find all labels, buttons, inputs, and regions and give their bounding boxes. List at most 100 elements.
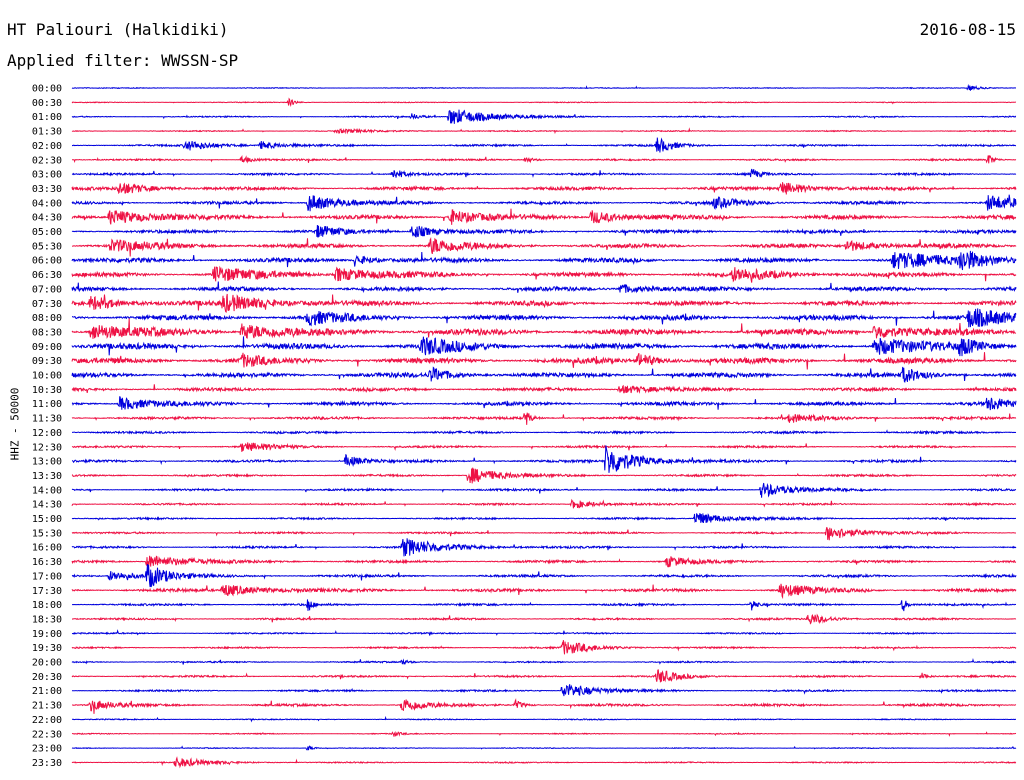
trace-line (71, 250, 1017, 271)
trace-line (71, 498, 1017, 509)
trace-group (71, 83, 1017, 769)
trace-line (71, 109, 1017, 124)
filter-label: Applied filter: WWSSN-SP (7, 51, 239, 70)
time-label: 14:00 (32, 485, 62, 496)
trace-line (71, 208, 1017, 225)
trace-line (71, 442, 1016, 452)
time-label: 15:00 (32, 514, 62, 525)
time-label: 08:00 (32, 313, 62, 324)
trace-line (71, 336, 1017, 357)
time-label: 00:30 (32, 98, 62, 109)
trace-line (72, 137, 1017, 153)
trace-line (71, 396, 1017, 411)
trace-line (71, 526, 1016, 541)
time-label: 11:00 (32, 399, 62, 410)
station-title: HT Paliouri (Halkidiki) (7, 20, 229, 39)
trace-line (71, 756, 1017, 769)
time-label: 23:30 (32, 758, 62, 769)
time-label: 01:00 (32, 112, 62, 123)
trace-line (72, 154, 1017, 164)
trace-line (71, 194, 1017, 212)
trace-line (71, 715, 1016, 723)
trace-line (71, 629, 1017, 636)
time-label: 03:00 (32, 170, 62, 181)
time-label: 07:00 (32, 284, 62, 295)
time-label: 09:30 (32, 356, 62, 367)
record-date: 2016-08-15 (919, 20, 1016, 39)
time-label: 06:30 (32, 270, 62, 281)
trace-line (71, 745, 1017, 751)
trace-line (71, 555, 1017, 568)
trace-line (71, 182, 1017, 195)
time-label: 05:30 (32, 241, 62, 252)
trace-line (71, 482, 1017, 498)
time-label: 21:30 (32, 701, 62, 712)
trace-line (71, 684, 1017, 697)
trace-line (71, 281, 1017, 294)
time-label: 07:30 (32, 299, 62, 310)
trace-line (72, 236, 1017, 257)
trace-line (71, 366, 1017, 384)
time-label: 21:00 (32, 686, 62, 697)
time-label: 06:00 (32, 256, 62, 267)
trace-line (72, 308, 1017, 328)
trace-line (71, 730, 1017, 737)
time-label: 16:30 (32, 557, 62, 568)
time-label: 13:30 (32, 471, 62, 482)
time-label: 01:30 (32, 127, 62, 138)
trace-line (71, 467, 1017, 484)
time-label: 20:00 (32, 658, 62, 669)
time-label: 04:30 (32, 213, 62, 224)
time-label: 22:30 (32, 729, 62, 740)
time-label: 18:00 (32, 600, 62, 611)
time-label: 14:30 (32, 500, 62, 511)
trace-line (71, 513, 1016, 524)
trace-line (71, 412, 1017, 425)
trace-line (71, 669, 1017, 683)
time-label: 03:30 (32, 184, 62, 195)
time-label: 19:30 (32, 643, 62, 654)
time-label: 20:30 (32, 672, 62, 683)
trace-line (71, 97, 1017, 107)
time-label-group: 00:00 00:30 01:00 01:30 02:00 02:30 03:00 03:30… (32, 84, 62, 769)
time-label: 19:00 (32, 629, 62, 640)
trace-line (71, 127, 1017, 135)
trace-line (71, 658, 1017, 665)
trace-line (71, 352, 1017, 370)
time-label: 17:00 (32, 571, 62, 582)
trace-line (71, 293, 1017, 313)
time-label: 22:00 (32, 715, 62, 726)
time-label: 02:00 (32, 141, 62, 152)
trace-line (71, 640, 1017, 655)
time-label: 00:00 (32, 84, 62, 95)
time-label: 18:30 (32, 614, 62, 625)
time-label: 05:00 (32, 227, 62, 238)
trace-line (72, 613, 1017, 625)
time-label: 13:00 (32, 457, 62, 468)
time-label: 15:30 (32, 528, 62, 539)
trace-line (71, 168, 1017, 178)
trace-line (72, 698, 1017, 714)
trace-line (72, 599, 1016, 612)
trace-line (71, 224, 1017, 238)
time-label: 16:00 (32, 543, 62, 554)
trace-line (71, 83, 1016, 91)
time-label: 09:00 (32, 342, 62, 353)
time-label: 10:00 (32, 371, 62, 382)
trace-line (72, 429, 1017, 436)
trace-line (71, 265, 1017, 283)
time-label: 12:30 (32, 442, 62, 453)
time-label: 08:30 (32, 327, 62, 338)
trace-line (71, 318, 1017, 339)
trace-line (71, 538, 1017, 557)
time-label: 02:30 (32, 155, 62, 166)
time-label: 12:00 (32, 428, 62, 439)
trace-line (71, 583, 1017, 600)
time-label: 10:30 (32, 385, 62, 396)
time-label: 04:00 (32, 198, 62, 209)
time-label: 11:30 (32, 414, 62, 425)
trace-line (71, 384, 1017, 394)
trace-line (72, 445, 1017, 473)
time-label: 17:30 (32, 586, 62, 597)
